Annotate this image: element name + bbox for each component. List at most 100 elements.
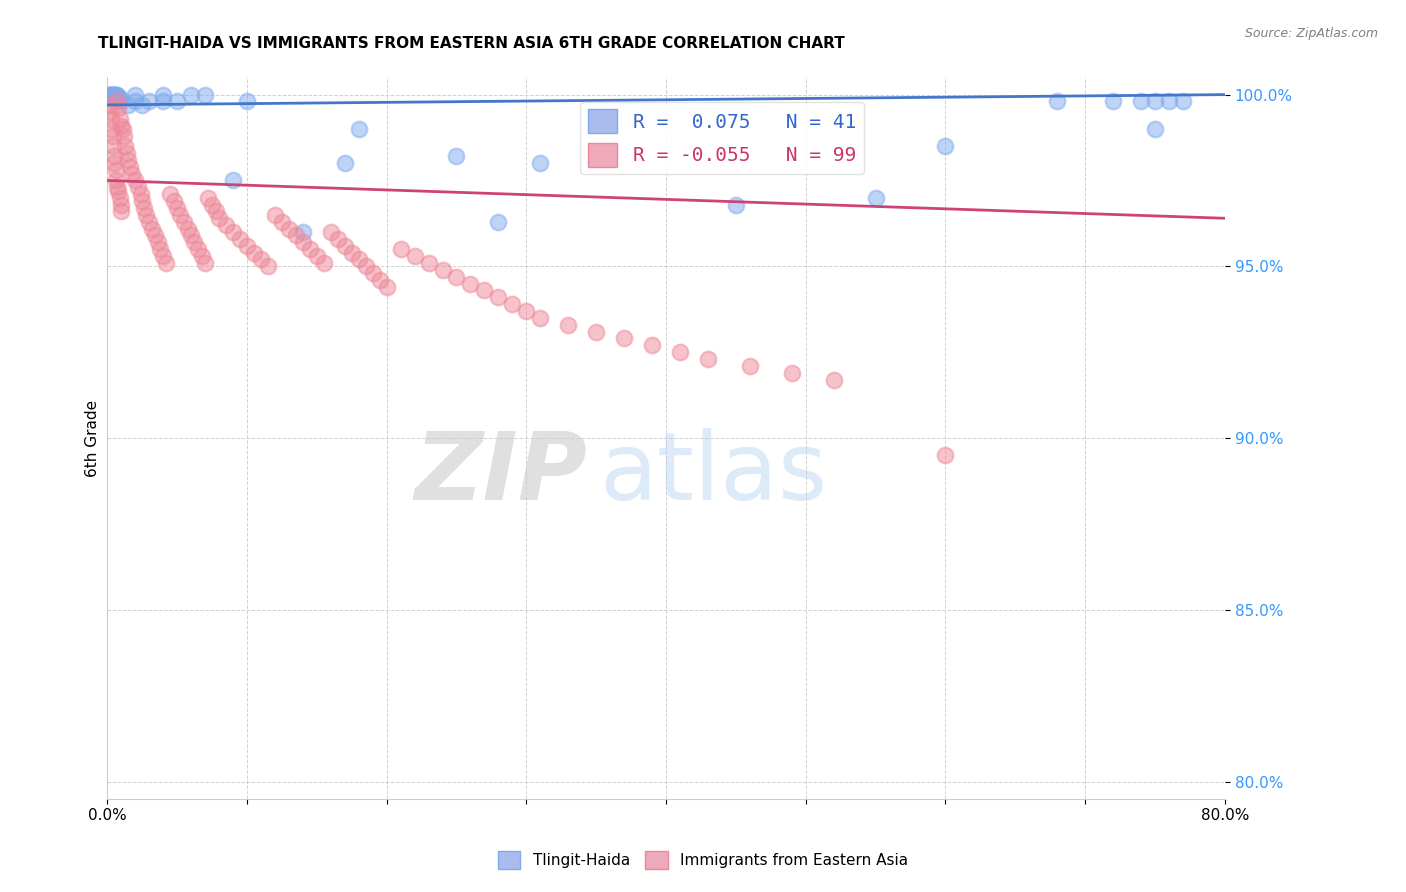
Text: TLINGIT-HAIDA VS IMMIGRANTS FROM EASTERN ASIA 6TH GRADE CORRELATION CHART: TLINGIT-HAIDA VS IMMIGRANTS FROM EASTERN…	[98, 36, 845, 51]
Point	[215, 218, 238, 232]
Point	[823, 373, 845, 387]
Point	[1171, 95, 1194, 109]
Point	[354, 260, 377, 274]
Point	[934, 139, 956, 153]
Point	[97, 87, 120, 102]
Point	[264, 208, 287, 222]
Point	[724, 197, 747, 211]
Point	[1143, 122, 1166, 136]
Point	[865, 191, 887, 205]
Point	[107, 91, 129, 105]
Point	[780, 366, 803, 380]
Point	[131, 194, 153, 208]
Point	[155, 256, 177, 270]
Point	[127, 180, 149, 194]
Point	[104, 87, 127, 102]
Point	[124, 95, 146, 109]
Point	[298, 242, 321, 256]
Point	[152, 87, 174, 102]
Point	[131, 98, 153, 112]
Legend: Tlingit-Haida, Immigrants from Eastern Asia: Tlingit-Haida, Immigrants from Eastern A…	[492, 845, 914, 875]
Point	[205, 204, 228, 219]
Point	[152, 249, 174, 263]
Point	[103, 149, 125, 163]
Point	[1143, 95, 1166, 109]
Point	[641, 338, 664, 352]
Point	[112, 128, 135, 143]
Point	[1102, 95, 1125, 109]
Point	[501, 297, 523, 311]
Point	[173, 215, 195, 229]
Point	[333, 156, 356, 170]
Point	[486, 290, 509, 304]
Point	[312, 256, 335, 270]
Point	[166, 201, 188, 215]
Point	[124, 173, 146, 187]
Point	[143, 228, 166, 243]
Point	[146, 235, 169, 250]
Point	[236, 239, 259, 253]
Point	[669, 345, 692, 359]
Point	[103, 87, 125, 102]
Point	[432, 262, 454, 277]
Point	[103, 156, 125, 170]
Point	[257, 260, 280, 274]
Point	[169, 208, 191, 222]
Point	[187, 242, 209, 256]
Text: atlas: atlas	[599, 428, 827, 520]
Point	[104, 163, 127, 178]
Point	[105, 87, 128, 102]
Point	[107, 101, 129, 115]
Point	[361, 266, 384, 280]
Point	[229, 232, 252, 246]
Text: ZIP: ZIP	[415, 428, 588, 520]
Point	[1157, 95, 1180, 109]
Point	[557, 318, 579, 332]
Point	[104, 173, 127, 187]
Text: Source: ZipAtlas.com: Source: ZipAtlas.com	[1244, 27, 1378, 40]
Point	[194, 87, 217, 102]
Point	[236, 95, 259, 109]
Point	[183, 235, 205, 250]
Point	[446, 269, 468, 284]
Point	[105, 180, 128, 194]
Point	[347, 252, 370, 267]
Point	[166, 95, 188, 109]
Point	[118, 160, 141, 174]
Point	[108, 91, 131, 105]
Point	[1046, 95, 1069, 109]
Point	[149, 242, 172, 256]
Point	[250, 252, 273, 267]
Point	[284, 228, 307, 243]
Point	[418, 256, 440, 270]
Point	[585, 325, 607, 339]
Point	[474, 284, 496, 298]
Point	[197, 191, 219, 205]
Point	[101, 87, 124, 102]
Point	[305, 249, 328, 263]
Point	[368, 273, 391, 287]
Point	[132, 201, 155, 215]
Point	[105, 95, 128, 109]
Point	[613, 331, 636, 345]
Point	[180, 87, 202, 102]
Point	[460, 277, 482, 291]
Point	[138, 215, 160, 229]
Point	[333, 239, 356, 253]
Point	[138, 95, 160, 109]
Point	[110, 204, 132, 219]
Point	[111, 122, 134, 136]
Point	[98, 104, 121, 119]
Point	[104, 87, 127, 102]
Point	[135, 208, 157, 222]
Point	[277, 221, 299, 235]
Point	[100, 87, 122, 102]
Point	[934, 448, 956, 462]
Point	[110, 197, 132, 211]
Point	[270, 215, 292, 229]
Point	[107, 184, 129, 198]
Point	[291, 235, 314, 250]
Point	[515, 304, 537, 318]
Point	[194, 256, 217, 270]
Point	[180, 228, 202, 243]
